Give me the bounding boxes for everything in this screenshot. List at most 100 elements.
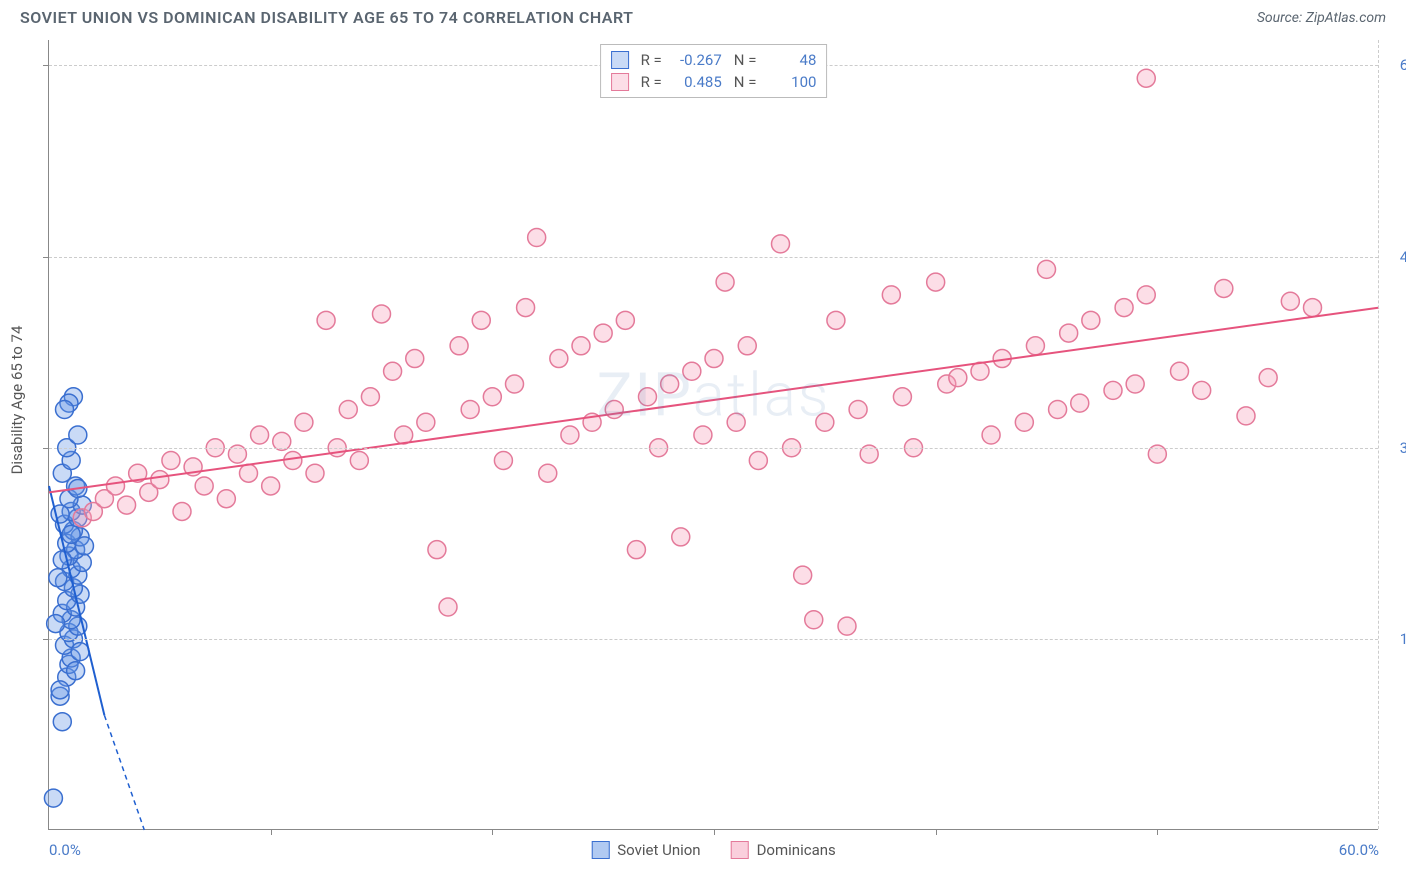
scatter-point	[1115, 299, 1133, 317]
trend-line	[49, 308, 1379, 493]
scatter-point	[56, 401, 74, 419]
scatter-point	[772, 235, 790, 253]
legend-item-dominican: Dominicans	[731, 841, 836, 859]
gridline-h	[49, 257, 1378, 258]
scatter-point	[428, 541, 446, 559]
scatter-point	[494, 451, 512, 469]
scatter-point	[350, 451, 368, 469]
r-label: R =	[641, 73, 662, 91]
scatter-point	[705, 350, 723, 368]
scatter-point	[284, 451, 302, 469]
scatter-point	[306, 464, 324, 482]
x-tick-label: 0.0%	[49, 841, 81, 859]
scatter-point	[561, 426, 579, 444]
scatter-point	[118, 496, 136, 514]
scatter-point	[483, 388, 501, 406]
scatter-point	[71, 643, 89, 661]
r-value-dominican: 0.485	[670, 73, 722, 91]
legend-swatch-icon	[591, 841, 609, 859]
scatter-point	[217, 490, 235, 508]
scatter-point	[1137, 286, 1155, 304]
scatter-point	[151, 471, 169, 489]
scatter-point	[716, 273, 734, 291]
scatter-point	[672, 528, 690, 546]
scatter-point	[1049, 401, 1067, 419]
scatter-point	[384, 362, 402, 380]
scatter-point	[816, 413, 834, 431]
scatter-point	[49, 569, 67, 587]
scatter-point	[339, 401, 357, 419]
correlation-legend: R = -0.267 N = 48 R = 0.485 N = 100	[600, 44, 828, 98]
scatter-point	[627, 541, 645, 559]
scatter-point	[805, 611, 823, 629]
scatter-point	[616, 311, 634, 329]
scatter-point	[240, 464, 258, 482]
scatter-point	[53, 713, 71, 731]
scatter-point	[849, 401, 867, 419]
tick-mark	[714, 829, 715, 835]
chart-header: SOVIET UNION VS DOMINICAN DISABILITY AGE…	[0, 0, 1406, 31]
scatter-point	[262, 477, 280, 495]
legend-row-soviet: R = -0.267 N = 48	[611, 49, 817, 71]
scatter-point	[572, 337, 590, 355]
plot-svg	[49, 40, 1379, 830]
scatter-point	[738, 337, 756, 355]
scatter-point	[1038, 260, 1056, 278]
y-tick-label: 15.0%	[1400, 630, 1406, 648]
legend-swatch-dominican	[611, 73, 629, 91]
scatter-point	[107, 477, 125, 495]
tick-mark	[43, 65, 49, 66]
tick-mark	[1157, 829, 1158, 835]
scatter-point	[1060, 324, 1078, 342]
scatter-point	[893, 388, 911, 406]
scatter-point	[749, 451, 767, 469]
scatter-point	[506, 375, 524, 393]
scatter-point	[295, 413, 313, 431]
scatter-point	[373, 305, 391, 323]
scatter-point	[62, 525, 80, 543]
n-value-dominican: 100	[764, 73, 816, 91]
series-legend: Soviet Union Dominicans	[591, 841, 836, 859]
scatter-point	[727, 413, 745, 431]
tick-mark	[43, 257, 49, 258]
r-value-soviet: -0.267	[670, 51, 722, 69]
scatter-point	[1137, 69, 1155, 87]
scatter-point	[949, 369, 967, 387]
scatter-point	[1259, 369, 1277, 387]
r-label: R =	[641, 51, 662, 69]
gridline-h	[49, 448, 1378, 449]
scatter-point	[1215, 279, 1233, 297]
scatter-point	[517, 299, 535, 317]
scatter-point	[361, 388, 379, 406]
scatter-point	[251, 426, 269, 444]
legend-row-dominican: R = 0.485 N = 100	[611, 71, 817, 93]
scatter-point	[1193, 381, 1211, 399]
scatter-point	[605, 401, 623, 419]
scatter-point	[594, 324, 612, 342]
legend-label-dominican: Dominicans	[757, 841, 836, 859]
scatter-point	[1237, 407, 1255, 425]
scatter-point	[927, 273, 945, 291]
scatter-chart: ZIPatlas R = -0.267 N = 48 R = 0.485 N =…	[48, 40, 1378, 830]
scatter-point	[195, 477, 213, 495]
scatter-point	[1171, 362, 1189, 380]
chart-title: SOVIET UNION VS DOMINICAN DISABILITY AGE…	[20, 8, 633, 27]
scatter-point	[882, 286, 900, 304]
legend-item-soviet: Soviet Union	[591, 841, 700, 859]
scatter-point	[1071, 394, 1089, 412]
scatter-point	[1126, 375, 1144, 393]
tick-mark	[492, 829, 493, 835]
y-tick-label: 60.0%	[1400, 56, 1406, 74]
n-label: N =	[734, 51, 757, 69]
scatter-point	[661, 375, 679, 393]
n-value-soviet: 48	[764, 51, 816, 69]
scatter-point	[1104, 381, 1122, 399]
tick-mark	[271, 829, 272, 835]
legend-label-soviet: Soviet Union	[617, 841, 700, 859]
scatter-point	[838, 617, 856, 635]
scatter-point	[461, 401, 479, 419]
scatter-point	[1026, 337, 1044, 355]
scatter-point	[982, 426, 1000, 444]
scatter-point	[406, 350, 424, 368]
scatter-point	[827, 311, 845, 329]
